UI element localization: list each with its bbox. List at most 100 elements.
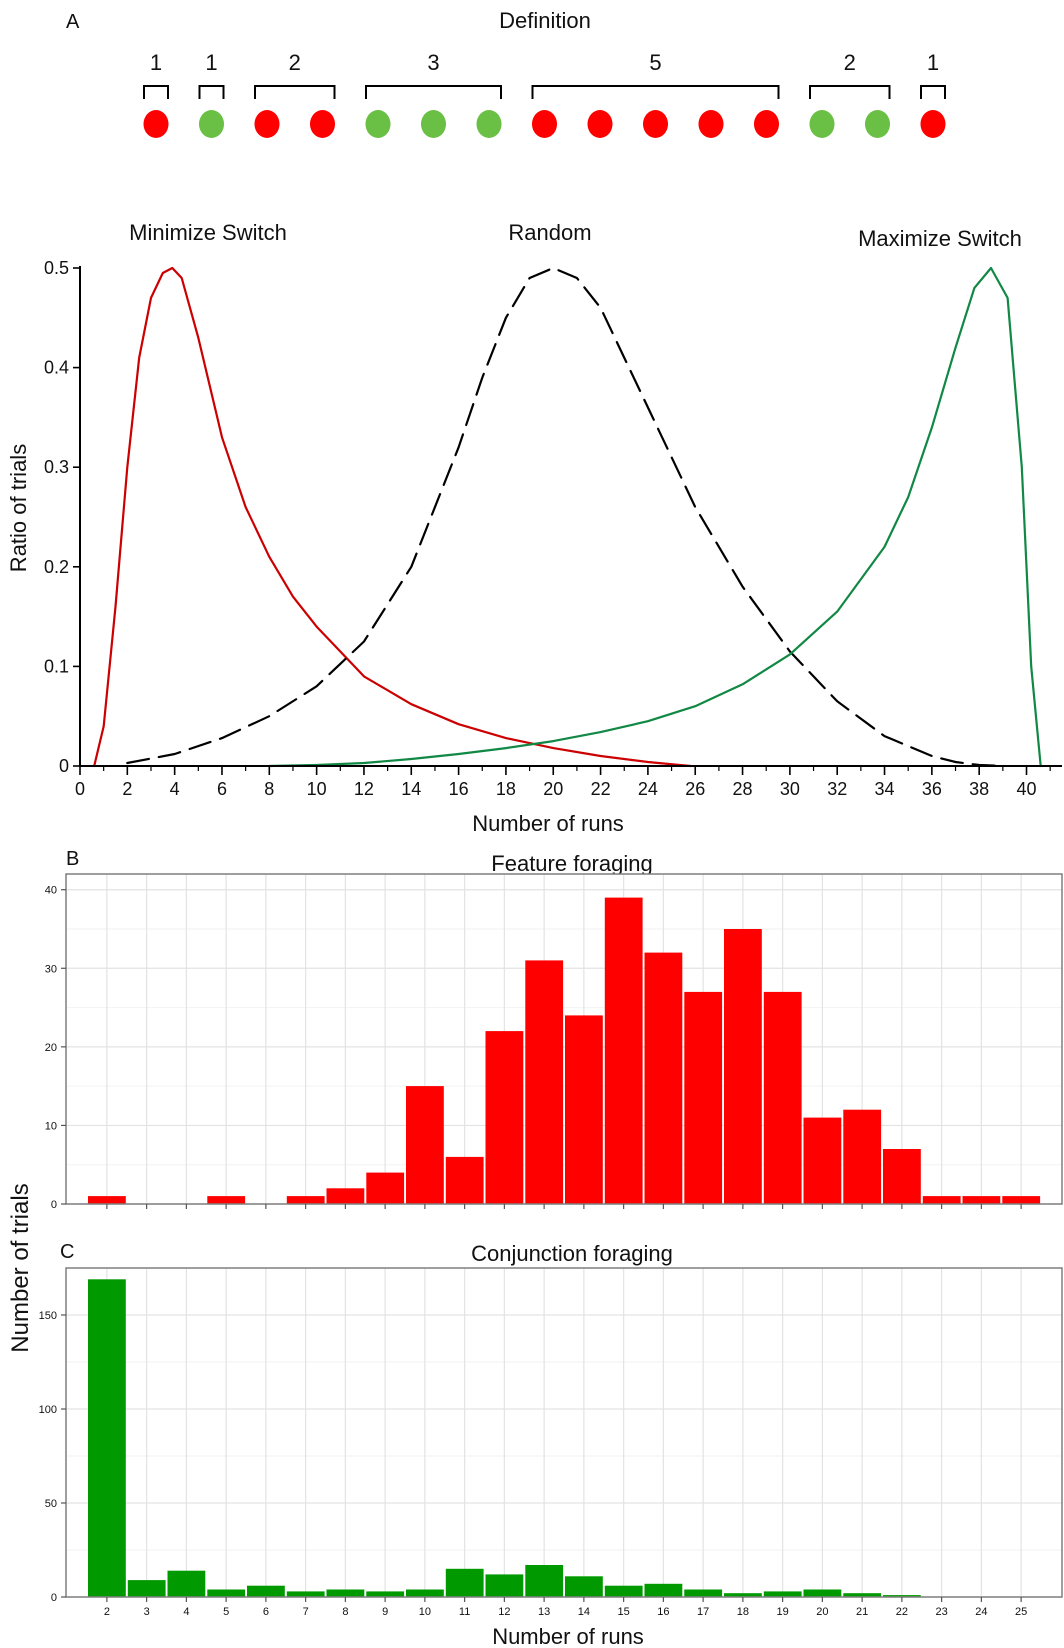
x-tick-label: 12 [354,779,374,799]
green-dot [421,110,446,138]
bar-16 [644,1583,683,1597]
y-tick-label: 0 [51,1199,57,1211]
y-tick-label: 0.2 [44,557,69,577]
green-dot [476,110,502,138]
x-tick-label: 14 [401,779,421,799]
annotation-minimize: Minimize Switch [129,220,287,245]
run-count-label: 3 [427,50,439,75]
bar-x-axis-title: Number of runs [492,1624,644,1648]
x-tick-label: 11 [459,1606,470,1618]
definition-runs: 1 1 2 3 5 2 1 [143,50,946,138]
run-count-label: 2 [289,50,301,75]
bar-5 [207,1196,246,1204]
x-tick-label: 15 [618,1606,630,1618]
x-tick-label: 21 [856,1606,868,1618]
bar-20 [803,1117,842,1204]
y-tick-label: 0 [51,1592,57,1604]
bar-7 [286,1196,325,1204]
bar-6 [247,1585,285,1597]
bar-25 [1002,1196,1041,1204]
y-tick-label: 0.5 [44,258,69,278]
x-tick-label: 2 [104,1606,110,1618]
x-tick-label: 34 [875,779,895,799]
red-dot [643,110,668,138]
y-tick-label: 20 [45,1042,57,1054]
feature-chart-title: Feature foraging [491,851,652,876]
bar-3 [127,1580,166,1597]
x-tick-label: 14 [578,1606,590,1618]
plot-frame [65,1267,1063,1598]
bar-15 [604,1585,643,1597]
panel-label-b: B [66,848,79,870]
y-tick-label: 0.1 [44,656,69,676]
shared-y-axis-title: Number of trials [7,1183,34,1352]
bar-14 [565,1015,603,1204]
x-tick-label: 19 [777,1606,789,1618]
x-tick-label: 16 [657,1606,669,1618]
run-bracket [365,85,502,99]
x-tick-label: 18 [737,1606,749,1618]
red-dot [254,110,280,138]
conjunction-chart-title: Conjunction foraging [471,1241,673,1266]
bar-20 [803,1589,842,1597]
bar-18 [724,929,762,1204]
y-tick-label: 150 [39,1310,57,1322]
red-dot [532,110,557,138]
x-tick-label: 6 [263,1606,269,1618]
x-tick-label: 4 [183,1606,189,1618]
x-tick-label: 6 [217,779,227,799]
series-line-2 [268,266,1042,768]
y-tick-label: 10 [45,1120,57,1132]
bar-10 [406,1086,444,1204]
series-line-0 [93,266,692,768]
bar-2 [88,1279,126,1597]
bar-12 [485,1574,524,1597]
bar-11 [445,1568,484,1597]
bar-14 [565,1576,603,1597]
x-tick-label: 20 [816,1606,828,1618]
bar-22 [883,1149,921,1204]
x-tick-label: 28 [733,779,753,799]
x-tick-label: 18 [496,779,516,799]
run-count-label: 1 [205,50,217,75]
run-bracket [254,85,336,99]
run-count-label: 2 [844,50,856,75]
run-bracket [920,85,946,99]
x-tick-label: 10 [307,779,327,799]
x-tick-label: 24 [638,779,658,799]
red-dot [310,110,335,138]
annotation-random: Random [508,220,591,245]
y-tick-label: 100 [39,1404,57,1416]
x-tick-label: 8 [264,779,274,799]
x-tick-label: 7 [303,1606,309,1618]
x-tick-label: 5 [223,1606,229,1618]
x-tick-label: 3 [144,1606,150,1618]
run-count-label: 1 [927,50,939,75]
line-y-axis-title: Ratio of trials [6,444,31,572]
green-dot [365,110,391,138]
x-tick-label: 36 [922,779,942,799]
bar-13 [525,1565,564,1597]
x-tick-label: 13 [538,1606,550,1618]
bar-24 [962,1196,1001,1204]
bar-8 [326,1589,365,1597]
bar-22 [883,1595,921,1597]
bar-17 [684,991,723,1204]
bar-4 [167,1570,206,1597]
x-tick-label: 26 [685,779,705,799]
green-dot [809,110,835,138]
bar-7 [286,1591,325,1597]
y-tick-label: 50 [45,1498,57,1510]
plot-frame [65,873,1063,1205]
x-tick-label: 20 [543,779,563,799]
x-tick-label: 32 [827,779,847,799]
bar-12 [485,1031,524,1204]
x-tick-label: 22 [896,1606,908,1618]
x-tick-label: 2 [122,779,132,799]
x-tick-label: 16 [449,779,469,799]
run-bracket [531,85,780,99]
bar-18 [724,1593,762,1597]
x-tick-label: 17 [697,1606,709,1618]
